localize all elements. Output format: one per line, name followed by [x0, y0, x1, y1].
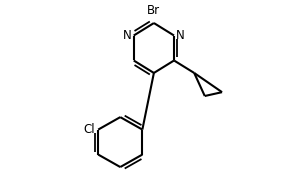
Text: Cl: Cl: [83, 123, 95, 136]
Text: N: N: [176, 29, 185, 42]
Text: N: N: [123, 29, 131, 42]
Text: Br: Br: [147, 4, 160, 17]
